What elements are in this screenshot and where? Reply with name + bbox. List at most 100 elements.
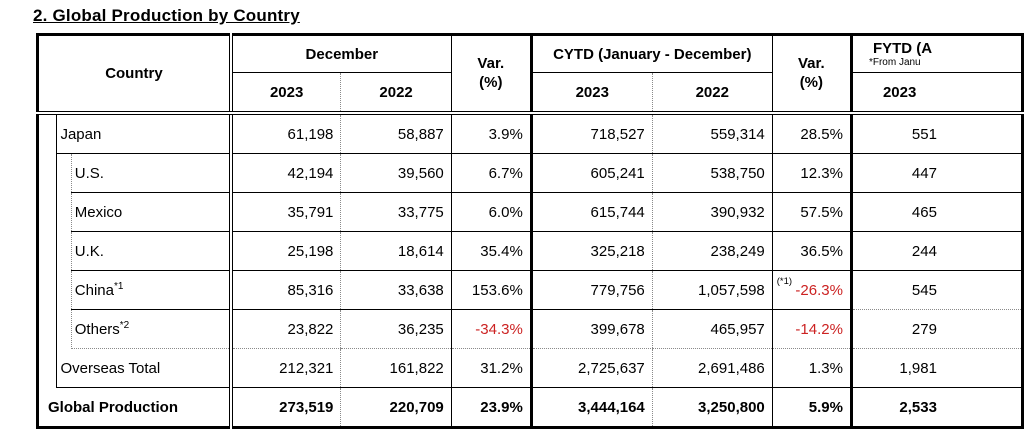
cell-fytd-2023: 1,981 — [849, 348, 1023, 388]
header-country: Country — [37, 34, 231, 115]
footnote-ref: (*1) — [776, 276, 793, 287]
cell-fytd-2023: 2,533 — [849, 387, 1023, 428]
footnote-marker: *1 — [113, 280, 124, 292]
cell-dec-2022: 33,638 — [340, 270, 452, 310]
cell-dec-var: 3.9% — [450, 113, 532, 154]
table-row-global-production: Global Production 273,519 220,709 23.9% … — [38, 387, 1023, 428]
header-cytd-2022: 2022 — [651, 72, 773, 115]
cell-dec-2023: 23,822 — [228, 309, 341, 349]
cell-dec-2022: 161,822 — [340, 348, 452, 388]
cell-dec-2023: 42,194 — [228, 153, 341, 193]
cell-dec-2022: 33,775 — [340, 192, 452, 232]
cell-fytd-2023: 465 — [849, 192, 1023, 232]
cell-cytd-2022: 3,250,800 — [651, 387, 773, 428]
cell-dec-var: 153.6% — [450, 270, 532, 310]
cell-cytd-var: 36.5% — [771, 231, 852, 271]
table-row-china: China*1 85,316 33,638 153.6% 779,756 1,0… — [38, 270, 1023, 310]
header-fytd-2023: 2023 — [849, 72, 1023, 115]
header-dec-2022: 2022 — [340, 72, 452, 115]
cell-cytd-2022: 2,691,486 — [651, 348, 773, 388]
cell-cytd-2023: 3,444,164 — [529, 387, 653, 428]
country-name: Mexico — [71, 192, 231, 232]
indent-strip — [56, 153, 72, 349]
fytd-value: 545 — [911, 281, 937, 299]
header-fytd-note: *From Janu — [868, 57, 921, 69]
cell-cytd-2022: 238,249 — [651, 231, 773, 271]
fytd-value: 551 — [911, 125, 937, 143]
cell-cytd-var: (*1) -26.3% — [771, 270, 852, 310]
country-name: Overseas Total — [56, 348, 231, 388]
country-name: Others*2 — [71, 309, 231, 349]
header-var-line1: Var. — [798, 54, 825, 72]
header-fytd-label: FYTD (A — [872, 39, 933, 57]
fytd-value: 279 — [911, 320, 937, 338]
header-cytd-2023: 2023 — [529, 72, 653, 115]
cell-dec-2022: 36,235 — [340, 309, 452, 349]
table-row-us: U.S. 42,194 39,560 6.7% 605,241 538,750 … — [38, 153, 1023, 349]
global-production-table: Country December Var. (%) CYTD (January … — [36, 33, 1024, 429]
cell-dec-2023: 273,519 — [228, 387, 341, 428]
cell-dec-2022: 58,887 — [340, 113, 452, 154]
fytd-value: 465 — [911, 203, 937, 221]
header-var-december: Var. (%) — [450, 34, 532, 115]
cell-cytd-2023: 718,527 — [529, 113, 653, 154]
header-cytd-group: CYTD (January - December) — [529, 34, 773, 73]
negative-value: -26.3% — [795, 281, 843, 299]
cell-cytd-2023: 325,218 — [529, 231, 653, 271]
header-var-cytd: Var. (%) — [771, 34, 852, 115]
cell-cytd-var: 12.3% — [771, 153, 852, 193]
cell-dec-2023: 61,198 — [228, 113, 341, 154]
cell-dec-2023: 25,198 — [228, 231, 341, 271]
cell-cytd-2022: 1,057,598 — [651, 270, 773, 310]
header-december-group: December — [228, 34, 452, 73]
cell-cytd-var: 28.5% — [771, 113, 852, 154]
fytd-value: 244 — [911, 242, 937, 260]
cell-dec-2022: 220,709 — [340, 387, 452, 428]
fytd-value: 1,981 — [899, 359, 937, 377]
cell-dec-var: 6.7% — [450, 153, 532, 193]
table-row-others: Others*2 23,822 36,235 -34.3% 399,678 46… — [38, 309, 1023, 349]
cell-cytd-2022: 465,957 — [651, 309, 773, 349]
header-row-groups: Country December Var. (%) CYTD (January … — [37, 34, 1023, 115]
header-var-line1: Var. — [477, 54, 505, 72]
cell-cytd-2022: 390,932 — [651, 192, 773, 232]
cell-fytd-2023: 244 — [849, 231, 1023, 271]
cell-cytd-2022: 559,314 — [651, 113, 773, 154]
cell-dec-2022: 18,614 — [340, 231, 452, 271]
cell-dec-var: 35.4% — [450, 231, 532, 271]
cell-cytd-var: -14.2% — [771, 309, 852, 349]
cell-cytd-2022: 538,750 — [651, 153, 773, 193]
country-name: Japan — [56, 113, 231, 154]
cell-dec-var: 23.9% — [450, 387, 532, 428]
country-name: Global Production — [48, 398, 178, 416]
table-row-mexico: Mexico 35,791 33,775 6.0% 615,744 390,93… — [38, 192, 1023, 232]
table-row-uk: U.K. 25,198 18,614 35.4% 325,218 238,249… — [38, 231, 1023, 271]
cell-dec-2023: 212,321 — [228, 348, 341, 388]
cell-cytd-var: 57.5% — [771, 192, 852, 232]
cell-cytd-2023: 2,725,637 — [529, 348, 653, 388]
country-name: U.S. — [71, 153, 231, 193]
cell-cytd-2023: 615,744 — [529, 192, 653, 232]
page-title: 2. Global Production by Country — [33, 6, 300, 25]
country-name: China*1 — [71, 270, 231, 310]
cell-dec-var: 6.0% — [450, 192, 532, 232]
header-var-line2: (%) — [799, 73, 824, 91]
cell-dec-2023: 85,316 — [228, 270, 341, 310]
header-dec-2023: 2023 — [228, 72, 341, 115]
cell-cytd-2023: 779,756 — [529, 270, 653, 310]
left-strip — [37, 113, 58, 388]
table-row-japan: Japan 61,198 58,887 3.9% 718,527 559,314… — [37, 113, 1023, 388]
cell-cytd-var: 5.9% — [771, 387, 852, 428]
header-var-line2: (%) — [479, 73, 503, 91]
cell-dec-2023: 35,791 — [228, 192, 341, 232]
cell-fytd-2023: 279 — [849, 309, 1023, 349]
country-name-text: China — [74, 281, 114, 299]
cell-cytd-var: 1.3% — [771, 348, 852, 388]
country-name: U.K. — [71, 231, 231, 271]
cell-cytd-2023: 605,241 — [529, 153, 653, 193]
table-row-overseas-total: Overseas Total 212,321 161,822 31.2% 2,7… — [38, 348, 1023, 388]
cell-fytd-2023: 545 — [849, 270, 1023, 310]
cell-fytd-2023: 551 — [849, 113, 1023, 154]
cell-dec-var: 31.2% — [450, 348, 532, 388]
fytd-value: 447 — [911, 164, 937, 182]
